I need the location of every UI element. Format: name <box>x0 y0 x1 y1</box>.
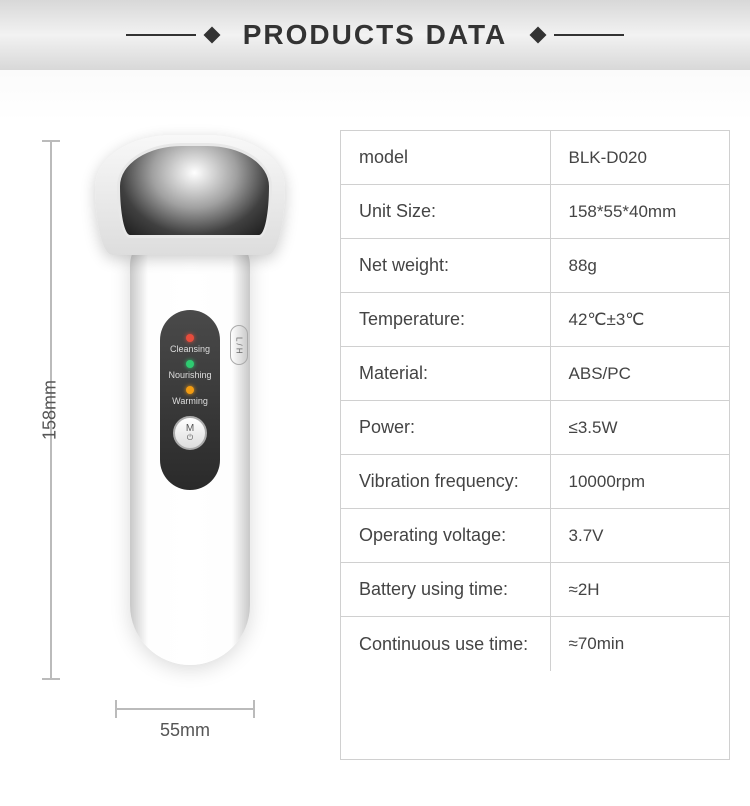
device-control-panel: Cleansing Nourishing Warming M ⏻ <box>160 310 220 490</box>
spec-label: model <box>341 131 551 184</box>
led-warming-icon <box>186 386 194 394</box>
table-row: Operating voltage:3.7V <box>341 509 729 563</box>
spec-value: 158*55*40mm <box>551 185 729 238</box>
table-row: Temperature:42℃±3℃ <box>341 293 729 347</box>
dimension-width-label: 55mm <box>115 720 255 741</box>
spec-value: 88g <box>551 239 729 292</box>
table-row: Continuous use time:≈70min <box>341 617 729 671</box>
spec-value: BLK-D020 <box>551 131 729 184</box>
table-row: Power:≤3.5W <box>341 401 729 455</box>
table-row: Battery using time:≈2H <box>341 563 729 617</box>
spec-value: ABS/PC <box>551 347 729 400</box>
table-row: Unit Size:158*55*40mm <box>341 185 729 239</box>
mode-label-nourishing: Nourishing <box>164 370 216 380</box>
intensity-button-label: L / H <box>235 337 244 354</box>
device-drawing: Cleansing Nourishing Warming M ⏻ L / H <box>90 140 290 680</box>
diamond-icon <box>203 27 220 44</box>
spec-label: Battery using time: <box>341 563 551 616</box>
spec-label: Unit Size: <box>341 185 551 238</box>
spec-value: 42℃±3℃ <box>551 293 729 346</box>
spec-label: Continuous use time: <box>341 617 551 671</box>
header-rule-left <box>126 34 196 36</box>
spec-label: Power: <box>341 401 551 454</box>
table-row: modelBLK-D020 <box>341 131 729 185</box>
intensity-button: L / H <box>230 325 248 365</box>
table-row: Net weight:88g <box>341 239 729 293</box>
table-row: Material:ABS/PC <box>341 347 729 401</box>
mode-button: M ⏻ <box>173 416 207 450</box>
spec-label: Temperature: <box>341 293 551 346</box>
table-row: Vibration frequency:10000rpm <box>341 455 729 509</box>
spec-table: modelBLK-D020Unit Size:158*55*40mmNet we… <box>340 130 730 760</box>
spec-value: ≈2H <box>551 563 729 616</box>
product-illustration: 158mm Cleansing Nourishing Warming M ⏻ <box>20 130 320 760</box>
spec-value: ≤3.5W <box>551 401 729 454</box>
dimension-height: 158mm <box>30 140 60 680</box>
page-title: PRODUCTS DATA <box>243 19 508 51</box>
diamond-icon <box>530 27 547 44</box>
spec-label: Vibration frequency: <box>341 455 551 508</box>
spec-value: ≈70min <box>551 617 729 671</box>
mode-label-warming: Warming <box>164 396 216 406</box>
device-head-outer <box>95 135 285 255</box>
header-rule-right <box>554 34 624 36</box>
header-banner: PRODUCTS DATA <box>0 0 750 70</box>
mode-label-cleansing: Cleansing <box>164 344 216 354</box>
spec-value: 10000rpm <box>551 455 729 508</box>
spec-label: Material: <box>341 347 551 400</box>
dimension-width: 55mm <box>115 700 255 730</box>
device-head-plate <box>117 143 272 238</box>
dimension-height-label: 158mm <box>40 380 61 440</box>
led-nourishing-icon <box>186 360 194 368</box>
led-cleansing-icon <box>186 334 194 342</box>
spec-value: 3.7V <box>551 509 729 562</box>
spec-label: Operating voltage: <box>341 509 551 562</box>
content-area: 158mm Cleansing Nourishing Warming M ⏻ <box>0 70 750 780</box>
spec-label: Net weight: <box>341 239 551 292</box>
